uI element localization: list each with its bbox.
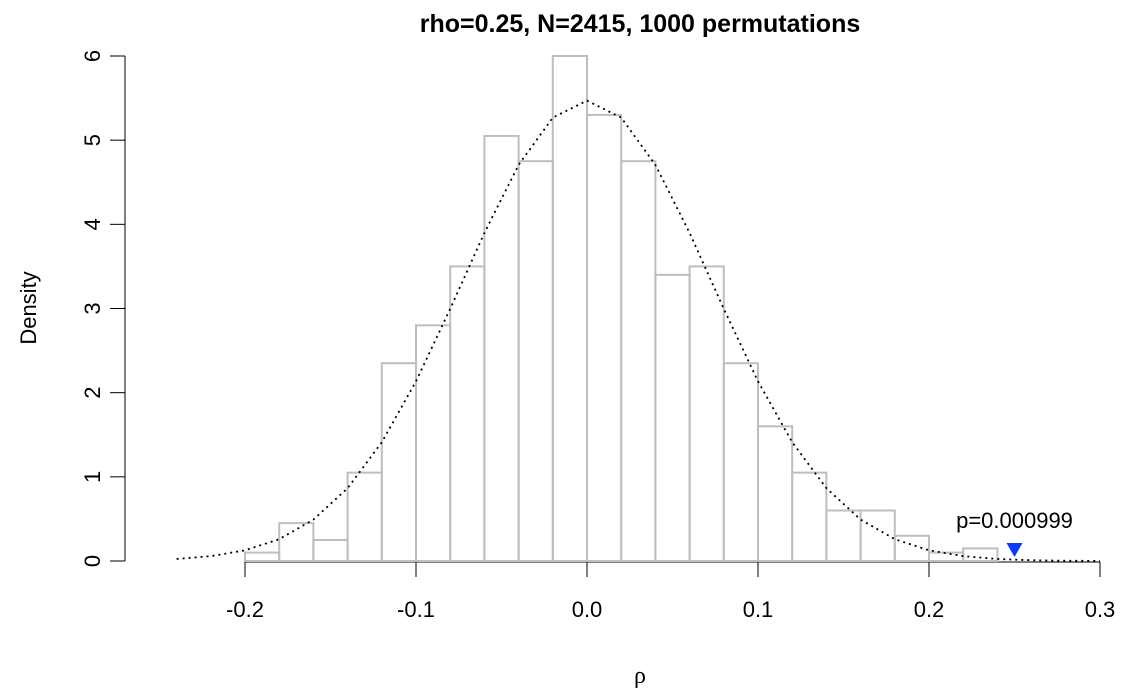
bar xyxy=(859,509,896,562)
bar xyxy=(244,551,281,562)
observed-marker xyxy=(1006,543,1023,557)
y-tick-label: 1 xyxy=(80,471,105,483)
x-tick-label: 0.1 xyxy=(743,597,774,622)
bar xyxy=(791,471,828,562)
bar xyxy=(688,265,725,562)
y-tick-label: 3 xyxy=(80,302,105,314)
y-tick-label: 0 xyxy=(80,555,105,567)
bar xyxy=(757,425,794,563)
bar xyxy=(893,534,930,562)
bar xyxy=(278,522,315,562)
bar xyxy=(483,134,520,562)
bar xyxy=(551,55,588,562)
y-tick-label: 2 xyxy=(80,387,105,399)
x-tick-label: 0.3 xyxy=(1085,597,1116,622)
bar xyxy=(620,160,657,562)
bar xyxy=(654,273,691,562)
bar xyxy=(449,265,486,562)
y-tick-label: 5 xyxy=(80,134,105,146)
x-tick-label: 0.0 xyxy=(572,597,603,622)
bar xyxy=(415,324,452,563)
p-value-annotation: p=0.000999 xyxy=(956,508,1073,533)
x-tick-label: -0.1 xyxy=(397,597,435,622)
x-tick-label: 0.2 xyxy=(914,597,945,622)
density-curve xyxy=(176,99,1101,562)
bar xyxy=(825,509,862,562)
y-tick-label: 4 xyxy=(80,218,105,230)
bar xyxy=(928,551,965,562)
chart-title: rho=0.25, N=2415, 1000 permutations xyxy=(420,10,861,38)
bar xyxy=(346,471,383,562)
bar xyxy=(517,160,554,562)
bar xyxy=(312,538,349,562)
y-tick-label: 6 xyxy=(80,50,105,62)
y-axis-label: Density xyxy=(16,271,41,344)
x-tick-label: -0.2 xyxy=(226,597,264,622)
bar xyxy=(586,113,623,563)
bar xyxy=(962,547,999,562)
bar xyxy=(380,362,417,563)
bar xyxy=(722,362,759,563)
x-axis-label: ρ xyxy=(634,663,646,689)
